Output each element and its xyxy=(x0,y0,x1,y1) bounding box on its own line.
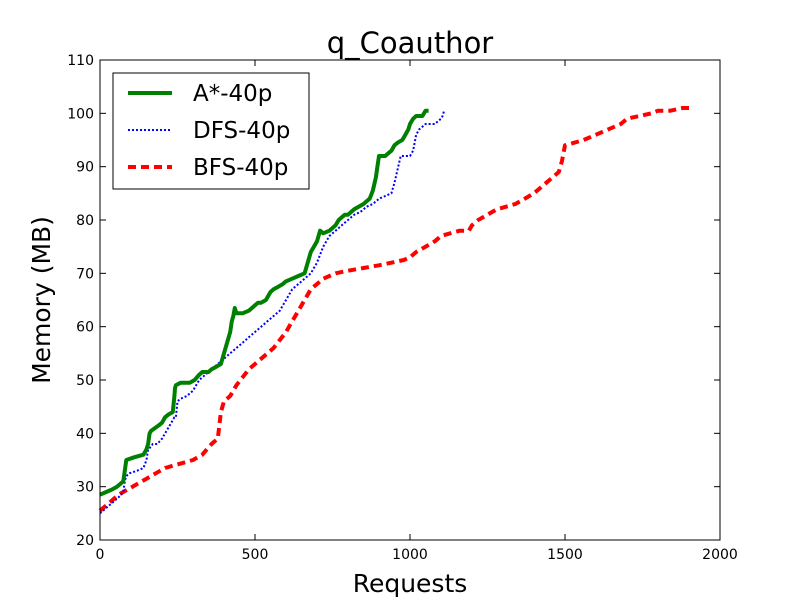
y-tick-label: 50 xyxy=(76,373,94,389)
chart-title: q_Coauthor xyxy=(327,26,494,60)
y-tick-label: 20 xyxy=(76,533,94,549)
x-tick-label: 1500 xyxy=(547,547,583,563)
legend-label: DFS-40p xyxy=(193,118,290,144)
x-tick-label: 0 xyxy=(96,547,105,563)
x-tick-label: 1000 xyxy=(392,547,428,563)
y-tick-label: 60 xyxy=(76,320,94,336)
legend-label: BFS-40p xyxy=(193,155,288,181)
y-tick-label: 110 xyxy=(67,53,94,69)
y-tick-label: 100 xyxy=(67,106,94,122)
x-axis-label: Requests xyxy=(353,569,468,598)
series-line-bfs-40p xyxy=(98,106,689,513)
y-axis-label: Memory (MB) xyxy=(27,216,56,384)
legend: A*-40p DFS-40p BFS-40p xyxy=(112,72,310,190)
y-tick-label: 30 xyxy=(76,480,94,496)
series-line-a-40p xyxy=(99,108,429,497)
y-tick-label: 70 xyxy=(76,266,94,282)
series-line-dfs-40p xyxy=(99,110,446,515)
y-tick-label: 40 xyxy=(76,426,94,442)
y-tick-label: 80 xyxy=(76,213,94,229)
y-tick-label: 90 xyxy=(76,160,94,176)
x-tick-label: 500 xyxy=(242,547,269,563)
legend-label: A*-40p xyxy=(193,81,272,107)
plot-series xyxy=(98,106,689,515)
x-tick-label: 2000 xyxy=(702,547,738,563)
axis-ticks: 0 500 1000 1500 2000 20 30 40 50 60 70 80 90 100 110 xyxy=(67,53,738,563)
